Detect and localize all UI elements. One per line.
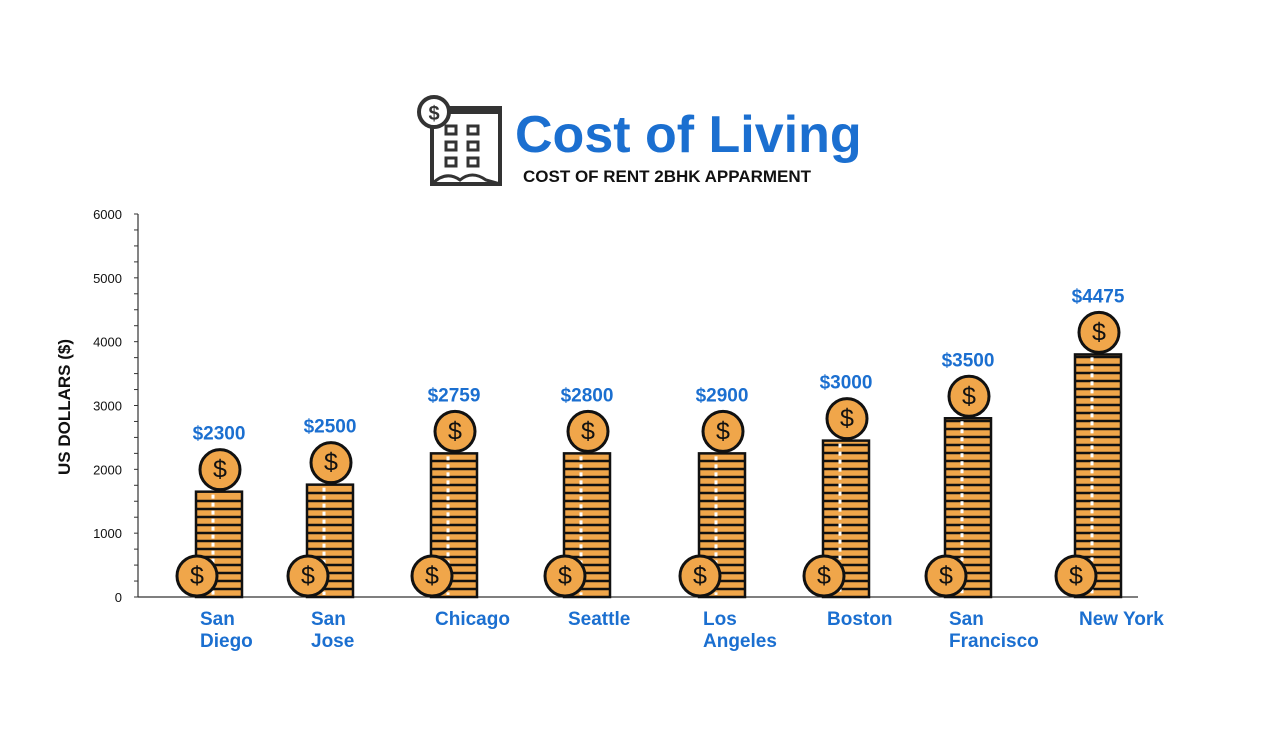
bar-group: $ $ $3000 Boston	[802, 373, 892, 630]
x-tick-label: Los Angeles	[703, 609, 777, 652]
dollar-coin-icon: $	[1054, 554, 1098, 598]
y-tick-label: 4000	[93, 335, 122, 350]
x-tick-label: San Diego	[200, 609, 253, 652]
dollar-coin-icon: $	[924, 554, 968, 598]
y-axis-label: US DOLLARS ($)	[55, 339, 74, 475]
chart-subtitle: COST OF RENT 2BHK APPARMENT	[523, 167, 812, 186]
y-tick-label: 1000	[93, 526, 122, 541]
svg-text:$: $	[558, 562, 572, 590]
dollar-coin-icon: $	[543, 554, 587, 598]
dollar-coin-icon: $	[433, 409, 477, 453]
svg-text:$: $	[962, 382, 976, 410]
dollar-coin-icon: $	[701, 409, 745, 453]
dollar-coin-icon: $	[947, 374, 991, 418]
dollar-coin-icon: $	[175, 554, 219, 598]
bar-group: $ $ $2759 Chicago	[410, 385, 510, 630]
svg-text:$: $	[716, 417, 730, 445]
x-tick-label: New York	[1079, 609, 1164, 630]
svg-text:$: $	[1092, 318, 1106, 346]
svg-text:$: $	[1069, 562, 1083, 590]
bar-group: $ $ $4475 New York	[1054, 286, 1164, 630]
svg-text:$: $	[190, 562, 204, 590]
dollar-coin-icon: $	[198, 448, 242, 492]
dollar-coin-icon: $	[802, 554, 846, 598]
bar-group: $ $ $2800 Seattle	[543, 385, 630, 630]
value-label: $2300	[193, 424, 246, 445]
svg-text:$: $	[428, 103, 439, 125]
y-tick-label: 2000	[93, 462, 122, 477]
dollar-coin-icon: $	[566, 409, 610, 453]
svg-text:$: $	[840, 405, 854, 433]
value-label: $3500	[942, 350, 995, 371]
svg-text:$: $	[213, 456, 227, 484]
value-label: $2800	[561, 385, 614, 406]
building-dollar-icon: $	[417, 95, 502, 186]
value-label: $2900	[696, 385, 749, 406]
dollar-coin-icon: $	[1077, 310, 1121, 354]
svg-text:$: $	[448, 417, 462, 445]
x-tick-label: Chicago	[435, 609, 510, 630]
x-tick-label: San Jose	[311, 609, 354, 652]
value-label: $3000	[820, 373, 873, 394]
x-tick-label: Boston	[827, 609, 892, 630]
bar-group: $ $ $2500 San Jose	[286, 417, 357, 652]
bar-group: $ $ $2300 San Diego	[175, 424, 253, 652]
bar-group: $ $ $2900 Los Angeles	[678, 385, 777, 652]
x-tick-label: Seattle	[568, 609, 630, 630]
svg-text:$: $	[581, 417, 595, 445]
y-tick-label: 3000	[93, 399, 122, 414]
dollar-coin-icon: $	[410, 554, 454, 598]
value-label: $4475	[1072, 286, 1125, 307]
bar-group: $ $ $3500 San Francisco	[924, 350, 1039, 652]
svg-text:$: $	[425, 562, 439, 590]
value-label: $2759	[428, 385, 481, 406]
svg-text:$: $	[301, 562, 315, 590]
y-tick-label: 0	[115, 590, 122, 605]
y-tick-label: 6000	[93, 207, 122, 222]
dollar-coin-icon: $	[678, 554, 722, 598]
dollar-coin-icon: $	[286, 554, 330, 598]
dollar-coin-icon: $	[309, 441, 353, 485]
chart-bars: $ $ $2300 San Diego $ $ $2500 San Jose $ $ $2759 Chic…	[175, 286, 1164, 652]
svg-text:$: $	[939, 562, 953, 590]
y-tick-label: 5000	[93, 271, 122, 286]
x-tick-label: San Francisco	[949, 609, 1039, 652]
dollar-coin-icon: $	[825, 397, 869, 441]
svg-text:$: $	[817, 562, 831, 590]
chart-title: Cost of Living	[515, 106, 862, 164]
svg-text:$: $	[693, 562, 707, 590]
svg-text:$: $	[324, 449, 338, 477]
value-label: $2500	[304, 417, 357, 438]
